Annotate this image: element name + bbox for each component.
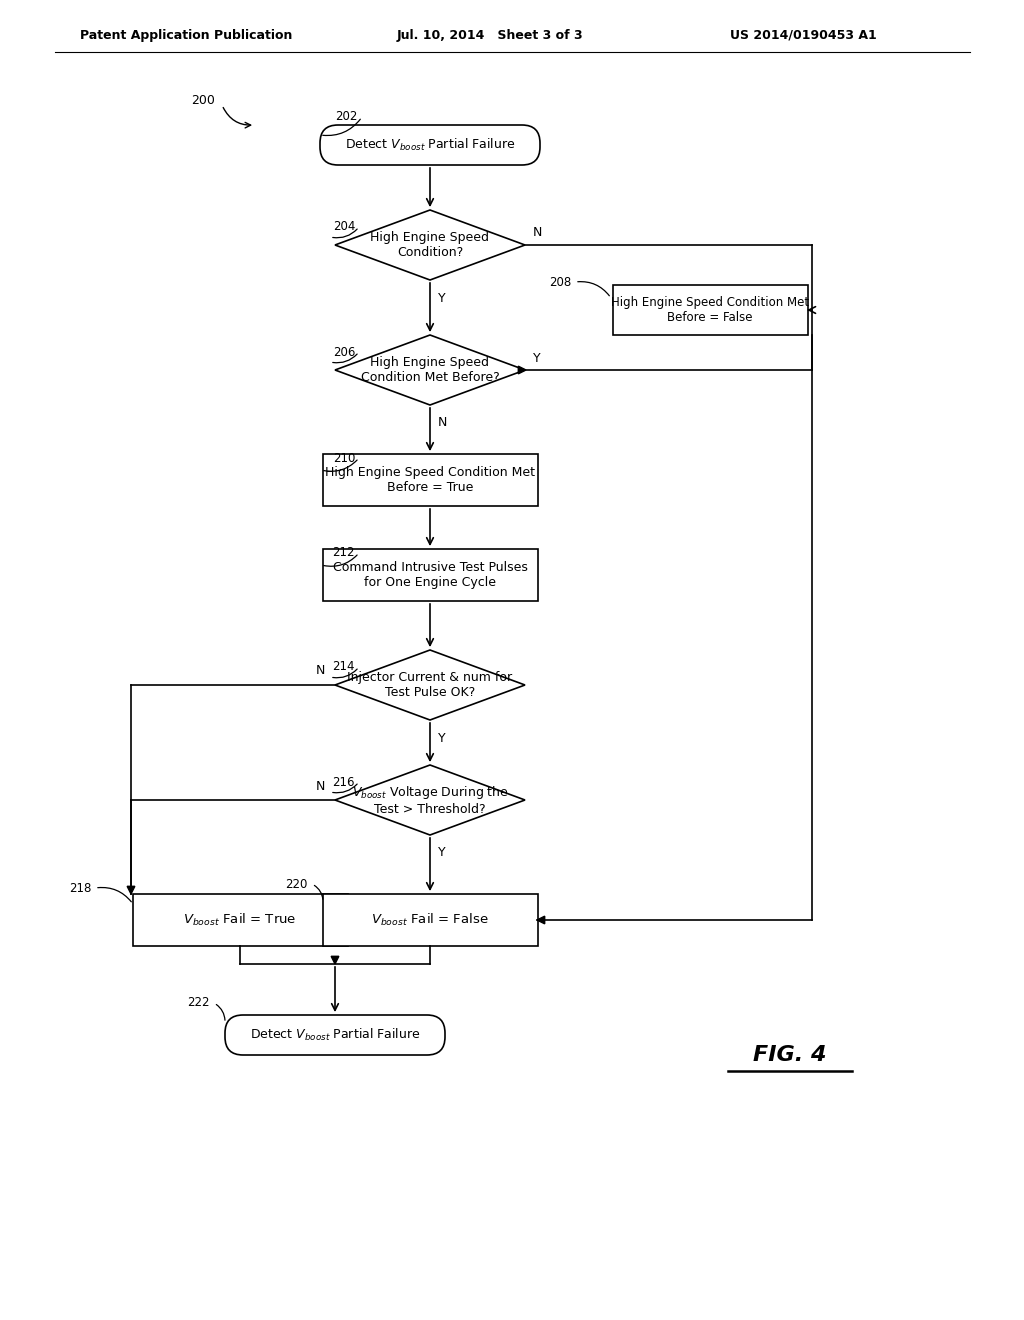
Text: N: N <box>315 664 325 677</box>
Text: FIG. 4: FIG. 4 <box>754 1045 826 1065</box>
Polygon shape <box>335 210 525 280</box>
Text: Y: Y <box>534 351 541 364</box>
Text: US 2014/0190453 A1: US 2014/0190453 A1 <box>730 29 877 41</box>
Text: Patent Application Publication: Patent Application Publication <box>80 29 293 41</box>
Text: High Engine Speed Condition Met
Before = False: High Engine Speed Condition Met Before =… <box>611 296 809 323</box>
Text: 206: 206 <box>333 346 355 359</box>
Text: 204: 204 <box>333 220 355 234</box>
Text: High Engine Speed Condition Met
Before = True: High Engine Speed Condition Met Before =… <box>325 466 535 494</box>
Polygon shape <box>537 916 545 924</box>
Text: $V_{boost}$ Fail = False: $V_{boost}$ Fail = False <box>371 912 488 928</box>
Polygon shape <box>331 956 339 964</box>
Text: 212: 212 <box>333 546 355 560</box>
Text: Injector Current & num for
Test Pulse OK?: Injector Current & num for Test Pulse OK… <box>347 671 513 700</box>
Text: Y: Y <box>438 731 445 744</box>
Text: Detect $V_{boost}$ Partial Failure: Detect $V_{boost}$ Partial Failure <box>250 1027 420 1043</box>
Polygon shape <box>335 335 525 405</box>
Bar <box>323 549 538 601</box>
Bar <box>323 454 538 506</box>
Polygon shape <box>335 766 525 836</box>
Text: High Engine Speed
Condition?: High Engine Speed Condition? <box>371 231 489 259</box>
Text: 210: 210 <box>333 451 355 465</box>
Polygon shape <box>127 886 135 894</box>
Text: 200: 200 <box>191 94 215 107</box>
Text: 222: 222 <box>187 997 210 1010</box>
Text: Command Intrusive Test Pulses
for One Engine Cycle: Command Intrusive Test Pulses for One En… <box>333 561 527 589</box>
Text: N: N <box>315 780 325 792</box>
FancyBboxPatch shape <box>319 125 540 165</box>
Text: 214: 214 <box>333 660 355 673</box>
Text: High Engine Speed
Condition Met Before?: High Engine Speed Condition Met Before? <box>360 356 500 384</box>
Text: Y: Y <box>438 292 445 305</box>
Text: Detect $V_{boost}$ Partial Failure: Detect $V_{boost}$ Partial Failure <box>345 137 515 153</box>
Text: N: N <box>534 227 543 239</box>
Text: 208: 208 <box>549 276 571 289</box>
Text: 202: 202 <box>336 111 358 124</box>
Text: Jul. 10, 2014   Sheet 3 of 3: Jul. 10, 2014 Sheet 3 of 3 <box>396 29 584 41</box>
Text: $V_{boost}$ Fail = True: $V_{boost}$ Fail = True <box>183 912 297 928</box>
Bar <box>132 894 347 946</box>
Text: Y: Y <box>438 846 445 859</box>
Polygon shape <box>335 649 525 719</box>
Text: 218: 218 <box>69 882 91 895</box>
FancyBboxPatch shape <box>225 1015 445 1055</box>
Text: 220: 220 <box>286 878 308 891</box>
Bar <box>323 894 538 946</box>
Bar <box>612 285 808 335</box>
Text: 216: 216 <box>333 776 355 788</box>
Polygon shape <box>518 366 526 374</box>
Text: N: N <box>437 417 446 429</box>
Text: $V_{boost}$ Voltage During the
Test > Threshold?: $V_{boost}$ Voltage During the Test > Th… <box>351 784 509 816</box>
